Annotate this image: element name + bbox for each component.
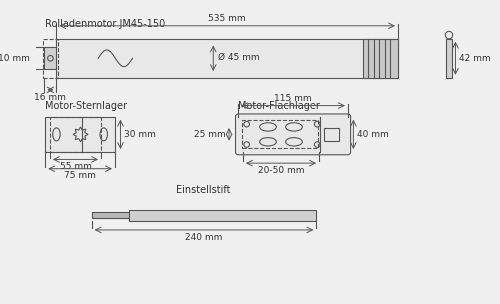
Bar [362, 39, 398, 78]
FancyBboxPatch shape [236, 114, 350, 155]
Text: Einstellstift: Einstellstift [176, 185, 231, 195]
Bar [50, 117, 101, 152]
Bar [46, 117, 115, 152]
Text: 10 mm: 10 mm [0, 54, 30, 63]
Text: 55 mm: 55 mm [60, 162, 92, 171]
Bar [56, 39, 398, 78]
Text: 115 mm: 115 mm [274, 94, 312, 103]
Text: 75 mm: 75 mm [64, 171, 96, 181]
Bar [324, 128, 338, 141]
Text: 25 mm: 25 mm [194, 130, 226, 139]
Text: 40 mm: 40 mm [357, 130, 389, 139]
Text: 240 mm: 240 mm [186, 233, 222, 242]
Text: Rolladenmotor JM45-150: Rolladenmotor JM45-150 [46, 19, 166, 29]
Text: 30 mm: 30 mm [124, 130, 156, 139]
Text: 535 mm: 535 mm [208, 14, 246, 23]
Bar [44, 47, 56, 69]
Text: 20-50 mm: 20-50 mm [258, 166, 304, 175]
Text: 42 mm: 42 mm [459, 54, 491, 63]
Bar [242, 120, 318, 148]
Bar [446, 39, 452, 78]
Text: 16 mm: 16 mm [34, 93, 66, 102]
Bar [92, 212, 130, 218]
Text: Motor-Flachlager: Motor-Flachlager [238, 101, 320, 111]
Bar [129, 209, 316, 221]
Text: Ø 45 mm: Ø 45 mm [218, 53, 260, 62]
Bar [42, 39, 58, 78]
Text: Motor-Sternlager: Motor-Sternlager [46, 101, 128, 111]
